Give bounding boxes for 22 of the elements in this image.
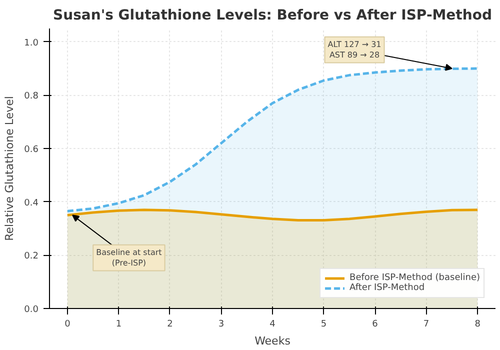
chart-title: Susan's Glutathione Levels: Before vs After ISP-Method — [53, 8, 492, 24]
x-tick-label: 4 — [270, 320, 276, 330]
y-tick-label: 0.8 — [24, 92, 39, 102]
legend-label: Before ISP-Method (baseline) — [350, 273, 480, 283]
legend-label: After ISP-Method — [350, 283, 425, 293]
x-axis-title: Weeks — [254, 334, 291, 348]
x-tick-label: 0 — [64, 320, 71, 330]
x-tick-label: 8 — [474, 320, 481, 330]
x-tick-label: 3 — [218, 320, 224, 330]
annotation: ALT 127 → 31 AST 89 → 28 — [328, 40, 382, 60]
x-tick-label: 5 — [320, 320, 327, 330]
x-tick-label: 2 — [167, 320, 173, 330]
y-tick-label: 0.0 — [24, 305, 39, 315]
y-tick-label: 0.4 — [24, 198, 39, 208]
x-tick-label: 1 — [116, 320, 122, 330]
annotation: Baseline at start (Pre-ISP) — [96, 248, 162, 268]
y-tick-label: 0.6 — [24, 145, 39, 155]
y-tick-label: 1.0 — [24, 38, 39, 48]
x-tick-label: 6 — [372, 320, 378, 330]
x-tick-label: 7 — [423, 320, 430, 330]
y-axis-title: Relative Glutathione Level — [3, 96, 16, 241]
y-tick-label: 0.2 — [24, 252, 39, 262]
